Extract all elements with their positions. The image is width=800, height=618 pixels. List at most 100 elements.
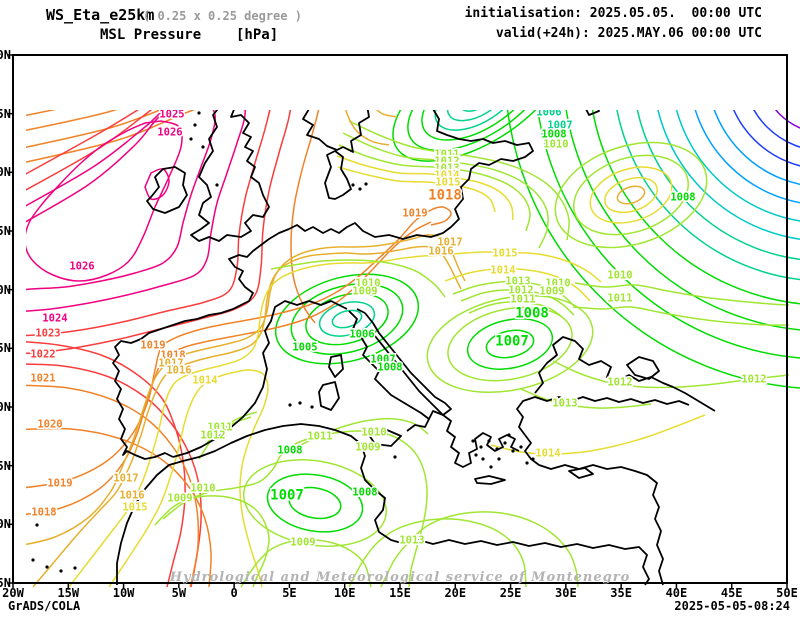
contour-label: 1024 (162, 98, 187, 110)
isobar (13, 49, 227, 103)
x-tick-label: 45E (720, 586, 743, 600)
y-tick-label: 40N (0, 400, 11, 414)
islet (519, 445, 523, 449)
contour-label: 1009 (539, 286, 564, 298)
isobar (342, 132, 549, 249)
contour-label: 1016 (119, 490, 144, 502)
isobar-arc (779, 23, 800, 115)
contour-label: 1019 (47, 478, 72, 490)
coastline (190, 110, 270, 242)
contour-label: 1009 (352, 286, 377, 298)
x-tick-label: 35E (610, 586, 632, 600)
isobar (26, 234, 466, 546)
isobar (444, 267, 591, 302)
isobar-ring-africa-low (266, 473, 364, 533)
islet (259, 67, 262, 70)
y-tick-label: 55N (0, 224, 11, 238)
coastline (697, 63, 721, 71)
isobar (26, 110, 57, 117)
isobar (154, 495, 270, 588)
isobar-ring-baltic-low (421, 110, 535, 141)
contour-label: 1010 (607, 270, 632, 282)
coastline (585, 110, 600, 116)
coastline (342, 110, 370, 153)
contour-label: 1018 (160, 350, 185, 362)
coastline (302, 110, 344, 151)
contour-label: 1010 (190, 483, 215, 495)
contour-label: 1026 (69, 261, 94, 273)
islet (41, 67, 44, 70)
isobar (383, 51, 401, 101)
contour-label: 1018 (31, 507, 56, 519)
x-tick-label: 0 (230, 586, 238, 600)
islet (31, 558, 35, 562)
islet (189, 137, 193, 141)
coastline (356, 308, 366, 314)
x-tick-label: 40E (665, 586, 688, 600)
islet (507, 433, 511, 437)
isobar-ring-genoa-low (305, 292, 389, 346)
coastline (172, 300, 348, 458)
isobar (337, 166, 496, 213)
coastline (116, 423, 650, 586)
contour-label: 1008 (377, 362, 402, 374)
contour-label: 1022 (30, 349, 55, 361)
contour-label: 1010 (355, 278, 380, 290)
contour-label: 1009 (290, 537, 315, 549)
contour-label: 1023 (35, 328, 60, 340)
contour-label: 1010 (361, 427, 386, 439)
y-tick-label: 65N (0, 106, 11, 121)
contour-label: 1009 (167, 493, 192, 505)
contour-label: 1013 (399, 535, 424, 547)
coastline (328, 354, 344, 378)
isobar (300, 417, 429, 446)
coastline (516, 396, 690, 436)
x-tick-label: 10E (333, 586, 356, 600)
contour-label: 1008 (277, 445, 302, 457)
isobar (403, 51, 412, 85)
isobar (26, 110, 118, 132)
contour-label: 1014 (434, 170, 459, 182)
isobar-ring-balkan-low (466, 318, 554, 370)
isobar (348, 518, 527, 588)
contour-label: 1011 (510, 294, 535, 306)
contour-label: 1011 (434, 149, 459, 161)
isobar (26, 110, 320, 324)
isobar-ring-balkan-low (447, 306, 573, 382)
contour-label: 1017 (437, 237, 462, 249)
islet (197, 111, 201, 115)
isobar (348, 120, 570, 241)
contour-label: 1011 (607, 293, 632, 305)
isobar-ring-balkan-low (426, 294, 594, 394)
islet (479, 445, 483, 449)
contour-label: 1011 (307, 431, 332, 443)
coastline (370, 330, 520, 468)
isobar-arc (657, 110, 800, 240)
islet (511, 449, 515, 453)
creation-timestamp: 2025-05-05-08:24 (674, 599, 790, 613)
contour-label: 1018 (428, 188, 462, 204)
contour-label: 1016 (166, 365, 191, 377)
isobar-ring-baltic-low (392, 110, 564, 162)
x-tick-label: 5E (282, 586, 297, 600)
isobar-ring-balkan-low (485, 329, 535, 359)
coastline (474, 475, 506, 485)
y-tick-label: 50N (0, 282, 11, 297)
islet (231, 89, 234, 92)
coastline (731, 59, 743, 65)
x-tick-label: 20E (444, 586, 467, 600)
contour-label: 1008 (352, 487, 377, 499)
coastline (568, 467, 594, 479)
isobar (468, 301, 562, 317)
isobar-field: 1022102310241025102610261024102310221021… (13, 23, 800, 588)
y-tick-label: 25N (0, 576, 11, 590)
islet (489, 465, 493, 469)
coastline (112, 110, 534, 460)
contour-label: 1012 (434, 156, 459, 168)
contour-label: 1008 (515, 306, 549, 322)
contour-label: 1012 (508, 285, 533, 297)
isobar (32, 245, 462, 588)
coastline (324, 150, 352, 200)
isobar (270, 259, 446, 298)
